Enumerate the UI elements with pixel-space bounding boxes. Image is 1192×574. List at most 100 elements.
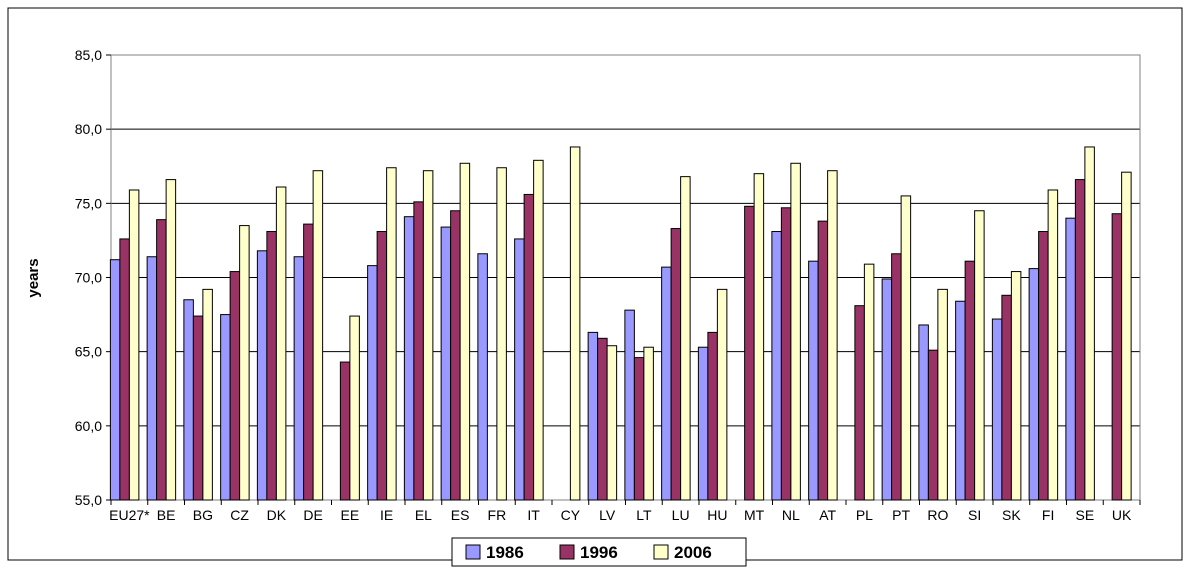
bar-1996-EE: [339, 361, 351, 501]
bar-2006-ES: [459, 162, 471, 501]
x-tick-label: ES: [451, 507, 470, 523]
bar-1996-LU: [670, 228, 682, 501]
bar-2006-MT: [753, 173, 765, 501]
bar-1986-PT: [881, 278, 893, 501]
x-tick-label: HU: [707, 507, 727, 523]
x-tick-label: LT: [636, 507, 652, 523]
x-tick-label: PT: [892, 507, 910, 523]
bar-2006-DK: [275, 186, 287, 501]
bar-1996-AT: [817, 220, 829, 501]
bar-1996-NL: [780, 207, 792, 501]
bar-1986-SE: [1065, 217, 1076, 501]
bar-2006-LV: [606, 345, 618, 501]
bar-1996-BG: [192, 315, 204, 501]
bar-1986-FI: [1028, 268, 1040, 501]
legend-label-1996: 1996: [580, 543, 618, 562]
bar-1986-BG: [183, 299, 194, 501]
bar-1986-DE: [293, 256, 305, 501]
y-tick-label: 60,0: [75, 418, 102, 434]
x-tick-label: MT: [744, 507, 765, 523]
bar-1986-IE: [367, 265, 378, 501]
bar-1996-EU27*: [119, 238, 130, 501]
x-tick-label: DE: [303, 507, 322, 523]
x-tick-label: UK: [1112, 507, 1132, 523]
bar-2006-FR: [496, 167, 507, 501]
bar-1996-LT: [633, 357, 645, 501]
bar-2006-UK: [1121, 171, 1132, 501]
bar-1996-FI: [1038, 231, 1049, 501]
bar-2006-SI: [974, 210, 985, 501]
bar-2006-LT: [643, 346, 654, 501]
legend-swatch-2006: [653, 544, 669, 560]
bar-2006-PL: [863, 263, 875, 501]
bar-2006-LU: [680, 176, 691, 501]
x-tick-label: BE: [157, 507, 176, 523]
bar-1996-IT: [523, 193, 535, 501]
x-tick-label: IT: [527, 507, 540, 523]
bar-2006-CZ: [239, 225, 250, 501]
x-tick-label: SK: [1002, 507, 1021, 523]
bar-1996-EL: [413, 201, 424, 501]
bar-1986-FR: [477, 253, 488, 501]
bar-2006-EU27*: [128, 189, 140, 501]
x-tick-label: RO: [927, 507, 948, 523]
y-tick-label: 70,0: [75, 270, 102, 286]
bar-1996-IE: [376, 231, 388, 501]
legend-swatch-1996: [559, 544, 575, 560]
bar-1986-LU: [661, 266, 672, 501]
bar-1996-SI: [964, 260, 976, 501]
x-tick-label: NL: [782, 507, 800, 523]
legend-swatch-1986: [465, 544, 481, 560]
bar-1996-PT: [891, 253, 902, 501]
bar-1986-NL: [771, 231, 782, 501]
y-axis-ticks: 55,0 60,0 65,0 70,0 75,0 80,0 85,0: [75, 47, 111, 508]
bar-1986-EU27*: [109, 259, 121, 501]
bar-2006-AT: [827, 170, 838, 501]
x-tick-label: EU27*: [109, 507, 150, 523]
bar-2006-DE: [312, 170, 324, 501]
bar-1986-AT: [808, 260, 819, 501]
x-tick-label: EE: [341, 507, 360, 523]
bar-2006-BE: [165, 179, 177, 501]
x-tick-label: EL: [415, 507, 432, 523]
x-tick-label: DK: [267, 507, 287, 523]
bar-1986-LT: [624, 309, 635, 501]
x-tick-label: FR: [488, 507, 507, 523]
y-tick-label: 55,0: [75, 492, 102, 508]
bar-1986-RO: [918, 324, 929, 501]
bar-2006-SK: [1010, 271, 1022, 501]
y-tick-label: 75,0: [75, 195, 102, 211]
y-tick-label: 85,0: [75, 47, 102, 63]
bar-1986-SK: [991, 318, 1003, 501]
x-tick-label: LV: [599, 507, 616, 523]
bar-1996-BE: [156, 219, 167, 501]
bar-2006-IE: [386, 167, 397, 501]
bar-2006-CY: [569, 146, 581, 501]
bar-1996-SE: [1074, 179, 1086, 501]
bar-1996-DK: [266, 231, 277, 501]
bar-1996-LV: [597, 337, 608, 501]
bar-1996-DE: [303, 223, 314, 501]
x-tick-label: IE: [380, 507, 393, 523]
x-tick-label: FI: [1042, 507, 1054, 523]
bar-2006-FI: [1047, 189, 1059, 501]
bar-2006-EE: [349, 315, 360, 501]
x-tick-label: LU: [672, 507, 690, 523]
bar-1986-HU: [697, 346, 709, 501]
x-axis-ticks: EU27* BE BG CZ DK DE EE IE EL ES FR IT CY LV LT LU HU MT N…: [109, 500, 1141, 523]
bar-1986-CZ: [220, 314, 231, 501]
bar-1986-ES: [440, 226, 452, 501]
bar-1986-IT: [514, 238, 525, 501]
bar-1986-LV: [587, 331, 599, 501]
y-axis-label: years: [25, 258, 42, 297]
bar-2006-HU: [716, 288, 728, 501]
bar-1996-ES: [450, 210, 461, 501]
legend-box: [451, 537, 747, 567]
bar-1996-RO: [927, 349, 939, 501]
bar-1996-SK: [1001, 294, 1012, 501]
bar-1996-MT: [744, 205, 755, 501]
x-tick-label: CZ: [230, 507, 249, 523]
x-tick-label: SE: [1076, 507, 1095, 523]
bar-2006-RO: [937, 288, 948, 501]
